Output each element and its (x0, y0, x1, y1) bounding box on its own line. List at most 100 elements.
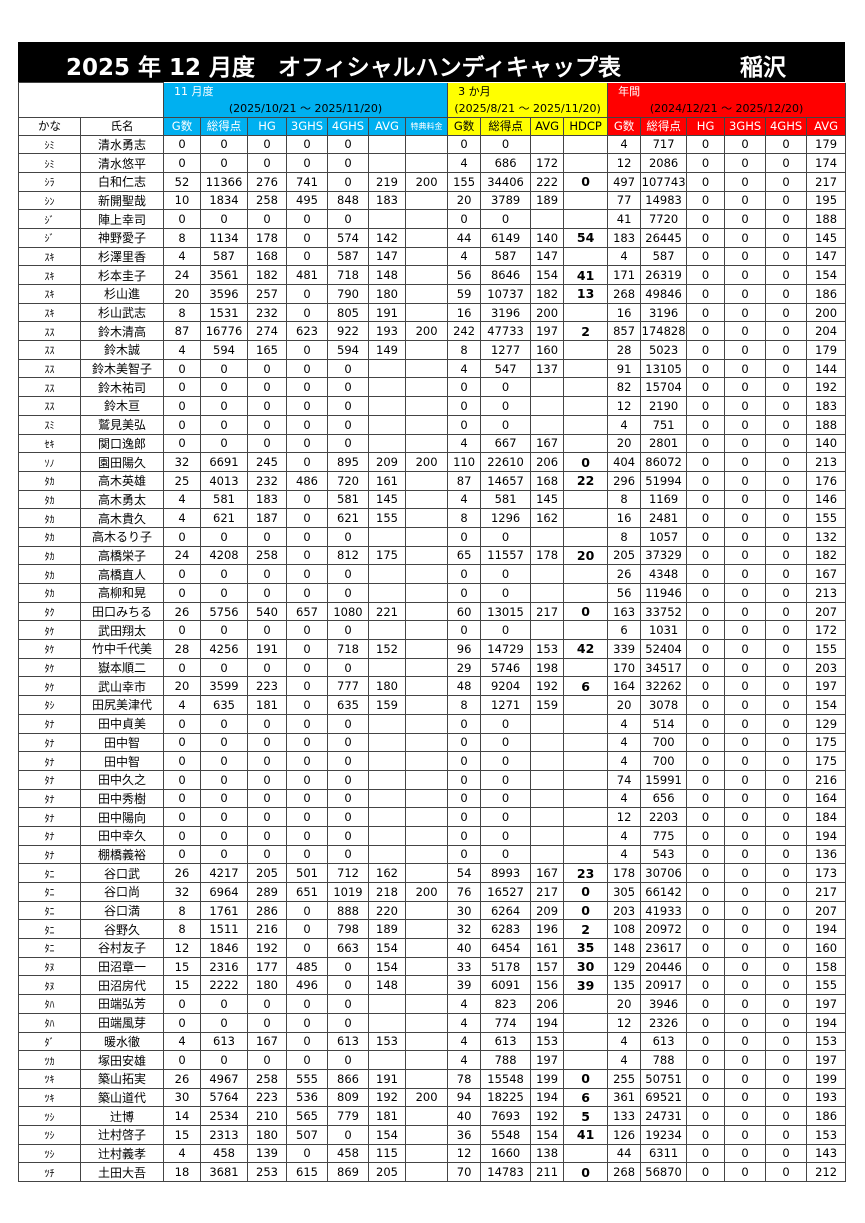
name-cell: 高木るり子 (80, 526, 164, 547)
value-cell: 192 (530, 676, 565, 697)
value-cell (404, 396, 449, 416)
kana-cell: ｽｽ (18, 396, 81, 416)
value-cell: 15 (163, 1124, 201, 1145)
value-cell: 37329 (640, 545, 688, 566)
value-cell: 182 (247, 265, 287, 285)
value-cell (563, 209, 609, 229)
value-cell: 0 (327, 396, 369, 416)
value-cell: 41 (563, 265, 609, 285)
value-cell: 26445 (640, 227, 688, 248)
value-cell: 4 (447, 489, 482, 510)
value-cell (404, 769, 449, 790)
data-row: ﾀﾅ 棚橋義裕 0 0 0 0 0 0 0 4 543 0 0 0 136 (18, 844, 847, 865)
name-cell: 杉澤里香 (80, 246, 164, 267)
value-cell: 4208 (200, 545, 248, 566)
value-cell: 6311 (640, 1143, 688, 1164)
column-header: 4GHS (327, 116, 369, 136)
value-cell: 0 (286, 1050, 328, 1070)
value-cell: 137 (530, 358, 565, 379)
data-row: ﾀｶ 高木勇太 4 581 183 0 581 145 4 581 145 8 1169 0 0 0 146 (18, 489, 847, 510)
group-label: 11 月度 (162, 82, 449, 100)
value-cell: 213 (806, 452, 847, 472)
value-cell: 0 (447, 713, 482, 734)
value-cell: 0 (686, 919, 726, 940)
value-cell: 0 (765, 246, 808, 267)
value-cell: 200 (404, 171, 449, 192)
data-row: ｼﾝ 新開聖哉 10 1834 258 495 848 183 20 3789 189 77 14983… (18, 190, 847, 211)
value-cell: 0 (163, 377, 201, 398)
kana-cell: ｼﾞ (18, 209, 81, 229)
value-cell: 0 (480, 788, 532, 809)
value-cell: 155 (806, 508, 847, 528)
column-header: G数 (163, 116, 201, 136)
value-cell (404, 526, 449, 547)
value-cell: 74 (607, 769, 642, 790)
value-cell: 657 (286, 601, 328, 622)
value-cell: 0 (765, 265, 808, 285)
value-cell: 129 (607, 956, 642, 977)
value-cell: 174828 (640, 321, 688, 342)
value-cell: 200 (404, 321, 449, 342)
value-cell: 0 (686, 975, 726, 996)
kana-cell: ﾂｷ (18, 1087, 81, 1108)
value-cell: 0 (327, 564, 369, 584)
kana-cell: ﾀｶ (18, 564, 81, 584)
kana-cell: ﾀﾆ (18, 938, 81, 958)
column-header: G数 (607, 116, 642, 136)
value-cell: 0 (765, 302, 808, 323)
value-cell: 34517 (640, 657, 688, 678)
value-cell: 0 (163, 751, 201, 771)
value-cell: 0 (163, 134, 201, 155)
value-cell: 195 (806, 190, 847, 211)
value-cell: 0 (200, 1012, 248, 1033)
value-cell (404, 190, 449, 211)
value-cell (563, 1050, 609, 1070)
kana-cell: ﾀﾊ (18, 1012, 81, 1033)
data-row: ﾀｹ 嶽本順二 0 0 0 0 0 29 5746 198 170 34517 0 0 0 203 (18, 657, 847, 678)
value-cell: 0 (724, 1031, 767, 1052)
value-cell: 0 (200, 1050, 248, 1070)
data-row: ｿﾉ 園田陽久 32 6691 245 0 895 209 200 110 22610 206 0 404… (18, 452, 847, 472)
value-cell: 165 (247, 340, 287, 360)
value-cell: 1271 (480, 695, 532, 715)
value-cell: 158 (806, 956, 847, 977)
value-cell: 0 (447, 807, 482, 827)
value-cell: 24 (163, 265, 201, 285)
value-cell: 0 (724, 564, 767, 584)
value-cell: 178 (530, 545, 565, 566)
value-cell: 0 (247, 433, 287, 454)
value-cell: 0 (286, 564, 328, 584)
value-cell: 155 (447, 171, 482, 192)
value-cell: 18225 (480, 1087, 532, 1108)
value-cell: 0 (327, 583, 369, 603)
kana-cell: ﾀｶ (18, 489, 81, 510)
data-row: ｾｷ 関口逸郎 0 0 0 0 0 4 667 167 20 2801 0 0 0 140 (18, 433, 847, 454)
value-cell: 7693 (480, 1106, 532, 1126)
value-cell: 0 (286, 396, 328, 416)
value-cell: 4 (607, 134, 642, 155)
kana-cell: ﾂｼ (18, 1106, 81, 1126)
data-row: ｽｽ 鈴木清高 87 16776 274 623 922 193 200 242 47733 197 2… (18, 321, 847, 342)
value-cell: 15704 (640, 377, 688, 398)
value-cell: 0 (724, 321, 767, 342)
value-cell: 24 (163, 545, 201, 566)
value-cell: 555 (286, 1068, 328, 1089)
value-cell: 175 (806, 751, 847, 771)
value-cell: 16527 (480, 882, 532, 902)
value-cell: 154 (368, 956, 406, 977)
column-header: AVG (368, 116, 406, 136)
value-cell: 0 (286, 433, 328, 454)
value-cell: 145 (368, 489, 406, 510)
value-cell: 0 (286, 1143, 328, 1164)
data-row: ﾂｼ 辻博 14 2534 210 565 779 181 40 7693 192 5 133 24731… (18, 1106, 847, 1126)
data-row: ﾀﾊ 田端風芽 0 0 0 0 0 4 774 194 12 2326 0 0 0 194 (18, 1012, 847, 1033)
value-cell: 32 (163, 882, 201, 902)
value-cell: 40 (447, 938, 482, 958)
value-cell (404, 227, 449, 248)
value-cell (404, 639, 449, 659)
value-cell: 167 (806, 564, 847, 584)
value-cell: 32 (447, 919, 482, 940)
value-cell: 0 (765, 1124, 808, 1145)
value-cell (563, 1012, 609, 1033)
value-cell (530, 396, 565, 416)
